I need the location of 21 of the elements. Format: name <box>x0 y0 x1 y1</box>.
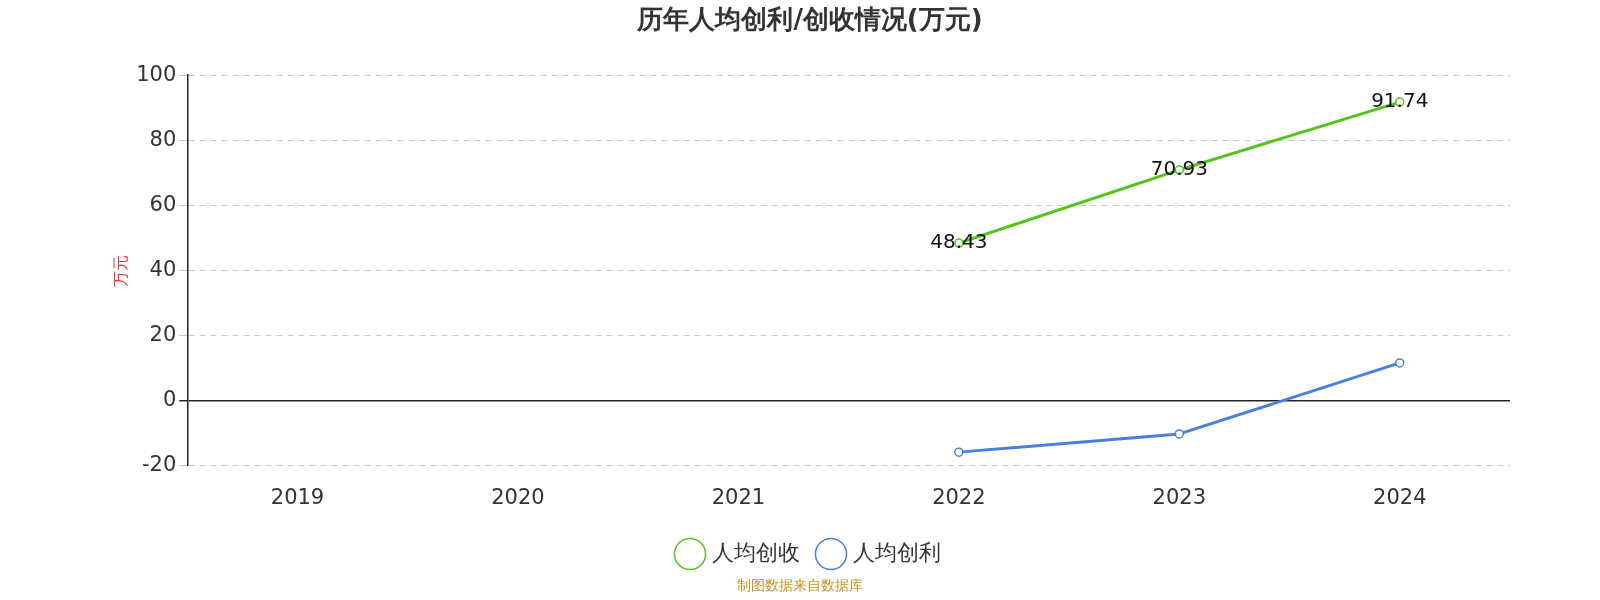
y-tick-label: 100 <box>136 61 177 86</box>
y-tick-label: 60 <box>149 191 177 216</box>
y-tick-label: 20 <box>149 322 177 347</box>
chart-title: 历年人均创利/创收情况(万元) <box>636 4 983 35</box>
legend-label: 人均创利 <box>853 539 941 565</box>
text: 制图数据来自数据库 <box>736 577 864 595</box>
y-tick-label: 0 <box>162 387 177 412</box>
y-axis-title: 万元 <box>110 254 130 287</box>
y-tick-label: 80 <box>149 126 177 151</box>
x-tick-label: 2020 <box>491 484 545 509</box>
x-tick-label: 2023 <box>1152 484 1207 509</box>
x-tick-label: 2022 <box>932 484 986 509</box>
point <box>954 447 964 457</box>
x-tick-label: 2019 <box>270 484 325 509</box>
point <box>1395 358 1405 368</box>
x-tick-label: 2024 <box>1373 484 1427 509</box>
legend-label: 人均创收 <box>712 539 800 565</box>
point <box>1174 429 1185 439</box>
x-tick-label: 2021 <box>711 484 766 509</box>
y-tick-label: 40 <box>149 256 177 281</box>
y-tick-label: -20 <box>141 452 177 477</box>
